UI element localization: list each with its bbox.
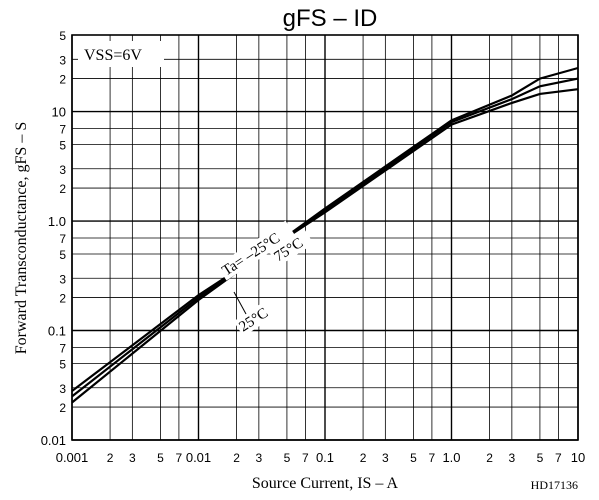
y-tick-label: 1.0 xyxy=(48,214,66,229)
figure-code: HD17136 xyxy=(531,478,578,492)
leader-line xyxy=(233,291,247,315)
x-tick-label: 3 xyxy=(509,451,516,465)
y-tick-label: 3 xyxy=(59,163,66,177)
plot-frame xyxy=(71,34,579,441)
x-tick-label: 5 xyxy=(284,451,291,465)
x-axis-label: Source Current, IS – A xyxy=(252,475,399,492)
x-tick-label: 2 xyxy=(360,451,367,465)
annotation: VSS=6V xyxy=(84,47,142,64)
x-tick-label: 7 xyxy=(555,451,562,465)
y-tick-label: 5 xyxy=(59,29,66,43)
y-tick-label: 10 xyxy=(52,105,66,120)
y-tick-label: 5 xyxy=(59,138,66,152)
y-tick-label: 7 xyxy=(59,341,66,355)
series-line xyxy=(71,66,579,404)
chart-title: gFS – ID xyxy=(283,5,378,32)
y-tick-label: 3 xyxy=(59,382,66,396)
x-tick-label: 3 xyxy=(256,451,263,465)
x-tick-label: 0.001 xyxy=(56,450,89,465)
x-tick-label: 10 xyxy=(571,450,585,465)
x-tick-label: 5 xyxy=(410,451,417,465)
y-tick-label: 7 xyxy=(59,232,66,246)
y-tick-label: 0.1 xyxy=(48,324,66,339)
x-tick-label: 2 xyxy=(486,451,493,465)
x-tick-label: 3 xyxy=(382,451,389,465)
x-tick-label: 5 xyxy=(537,451,544,465)
x-tick-label: 3 xyxy=(129,451,136,465)
y-tick-label: 5 xyxy=(59,248,66,262)
label-bg xyxy=(268,228,314,267)
y-tick-label: 0.01 xyxy=(41,433,66,448)
x-tick-label: 7 xyxy=(302,451,309,465)
y-tick-label: 2 xyxy=(59,182,66,196)
x-tick-label: 2 xyxy=(233,451,240,465)
y-tick-label: 5 xyxy=(59,357,66,371)
x-tick-label: 7 xyxy=(429,451,436,465)
label-bg xyxy=(233,298,279,337)
y-tick-label: 3 xyxy=(59,272,66,286)
series-line xyxy=(71,77,579,398)
x-tick-label: 0.01 xyxy=(186,450,211,465)
series-line xyxy=(71,88,579,392)
annotation-box xyxy=(78,41,164,67)
y-tick-label: 2 xyxy=(59,292,66,306)
x-tick-label: 7 xyxy=(176,451,183,465)
y-tick-label: 2 xyxy=(59,401,66,415)
x-tick-label: 5 xyxy=(157,451,164,465)
y-tick-label: 2 xyxy=(59,73,66,87)
y-tick-label: 7 xyxy=(59,122,66,136)
y-axis-label: Forward Transconductance, gFS – S xyxy=(13,122,30,354)
y-tick-label: 3 xyxy=(59,53,66,67)
x-tick-label: 2 xyxy=(107,451,114,465)
x-tick-label: 0.1 xyxy=(316,450,334,465)
label-bg xyxy=(216,220,296,281)
x-tick-label: 1.0 xyxy=(442,450,460,465)
